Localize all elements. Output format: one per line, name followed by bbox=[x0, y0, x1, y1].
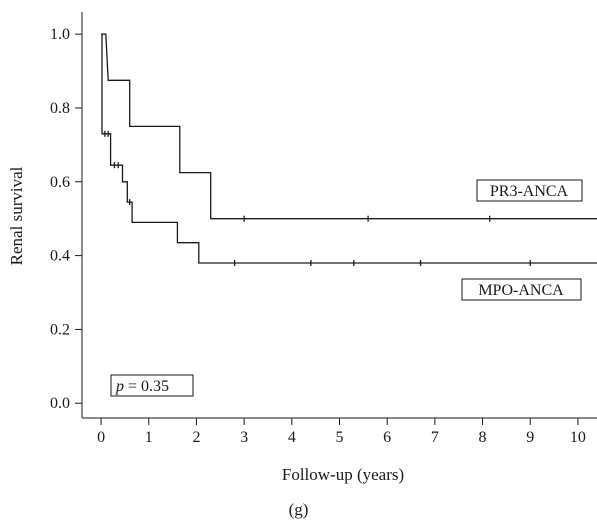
y-axis-title: Renal survival bbox=[7, 166, 26, 265]
x-tick-label: 8 bbox=[479, 429, 487, 446]
x-tick-label: 3 bbox=[240, 429, 248, 446]
y-tick-label: 0.6 bbox=[50, 174, 70, 191]
pr3-anca-label: PR3-ANCA bbox=[476, 179, 583, 202]
x-axis-title: Follow-up (years) bbox=[282, 465, 404, 484]
x-tick-label: 6 bbox=[383, 429, 391, 446]
svg-text:MPO-ANCA: MPO-ANCA bbox=[478, 282, 564, 299]
axes: 0.0 0.2 0.4 0.6 0.8 1.0 0 1 2 3 4 5 6 7 8 9 10 bbox=[50, 12, 597, 446]
series-line-mpo-anca bbox=[101, 33, 597, 264]
y-tick-label: 0.8 bbox=[50, 100, 70, 117]
y-tick-label: 0.4 bbox=[50, 248, 70, 265]
svg-text:PR3-ANCA: PR3-ANCA bbox=[490, 183, 569, 200]
x-tick-label: 2 bbox=[192, 429, 200, 446]
series-group bbox=[101, 33, 597, 266]
x-tick-label: 0 bbox=[97, 429, 105, 446]
svg-text:p = 0.35: p = 0.35 bbox=[115, 378, 169, 395]
x-tick-label: 4 bbox=[288, 429, 296, 446]
y-tick-label: 1.0 bbox=[50, 26, 70, 43]
x-tick-label: 9 bbox=[526, 429, 534, 446]
mpo-anca-label: MPO-ANCA bbox=[461, 278, 582, 301]
series-line-pr3-anca bbox=[101, 33, 597, 220]
panel-label: (g) bbox=[288, 500, 309, 519]
y-tick-label: 0.2 bbox=[50, 321, 70, 338]
x-tick-label: 10 bbox=[570, 429, 586, 446]
y-tick-label: 0.0 bbox=[50, 395, 70, 412]
x-tick-label: 1 bbox=[145, 429, 153, 446]
x-tick-label: 7 bbox=[431, 429, 439, 446]
x-tick-label: 5 bbox=[336, 429, 344, 446]
p-value-label: p = 0.35 bbox=[110, 374, 194, 397]
